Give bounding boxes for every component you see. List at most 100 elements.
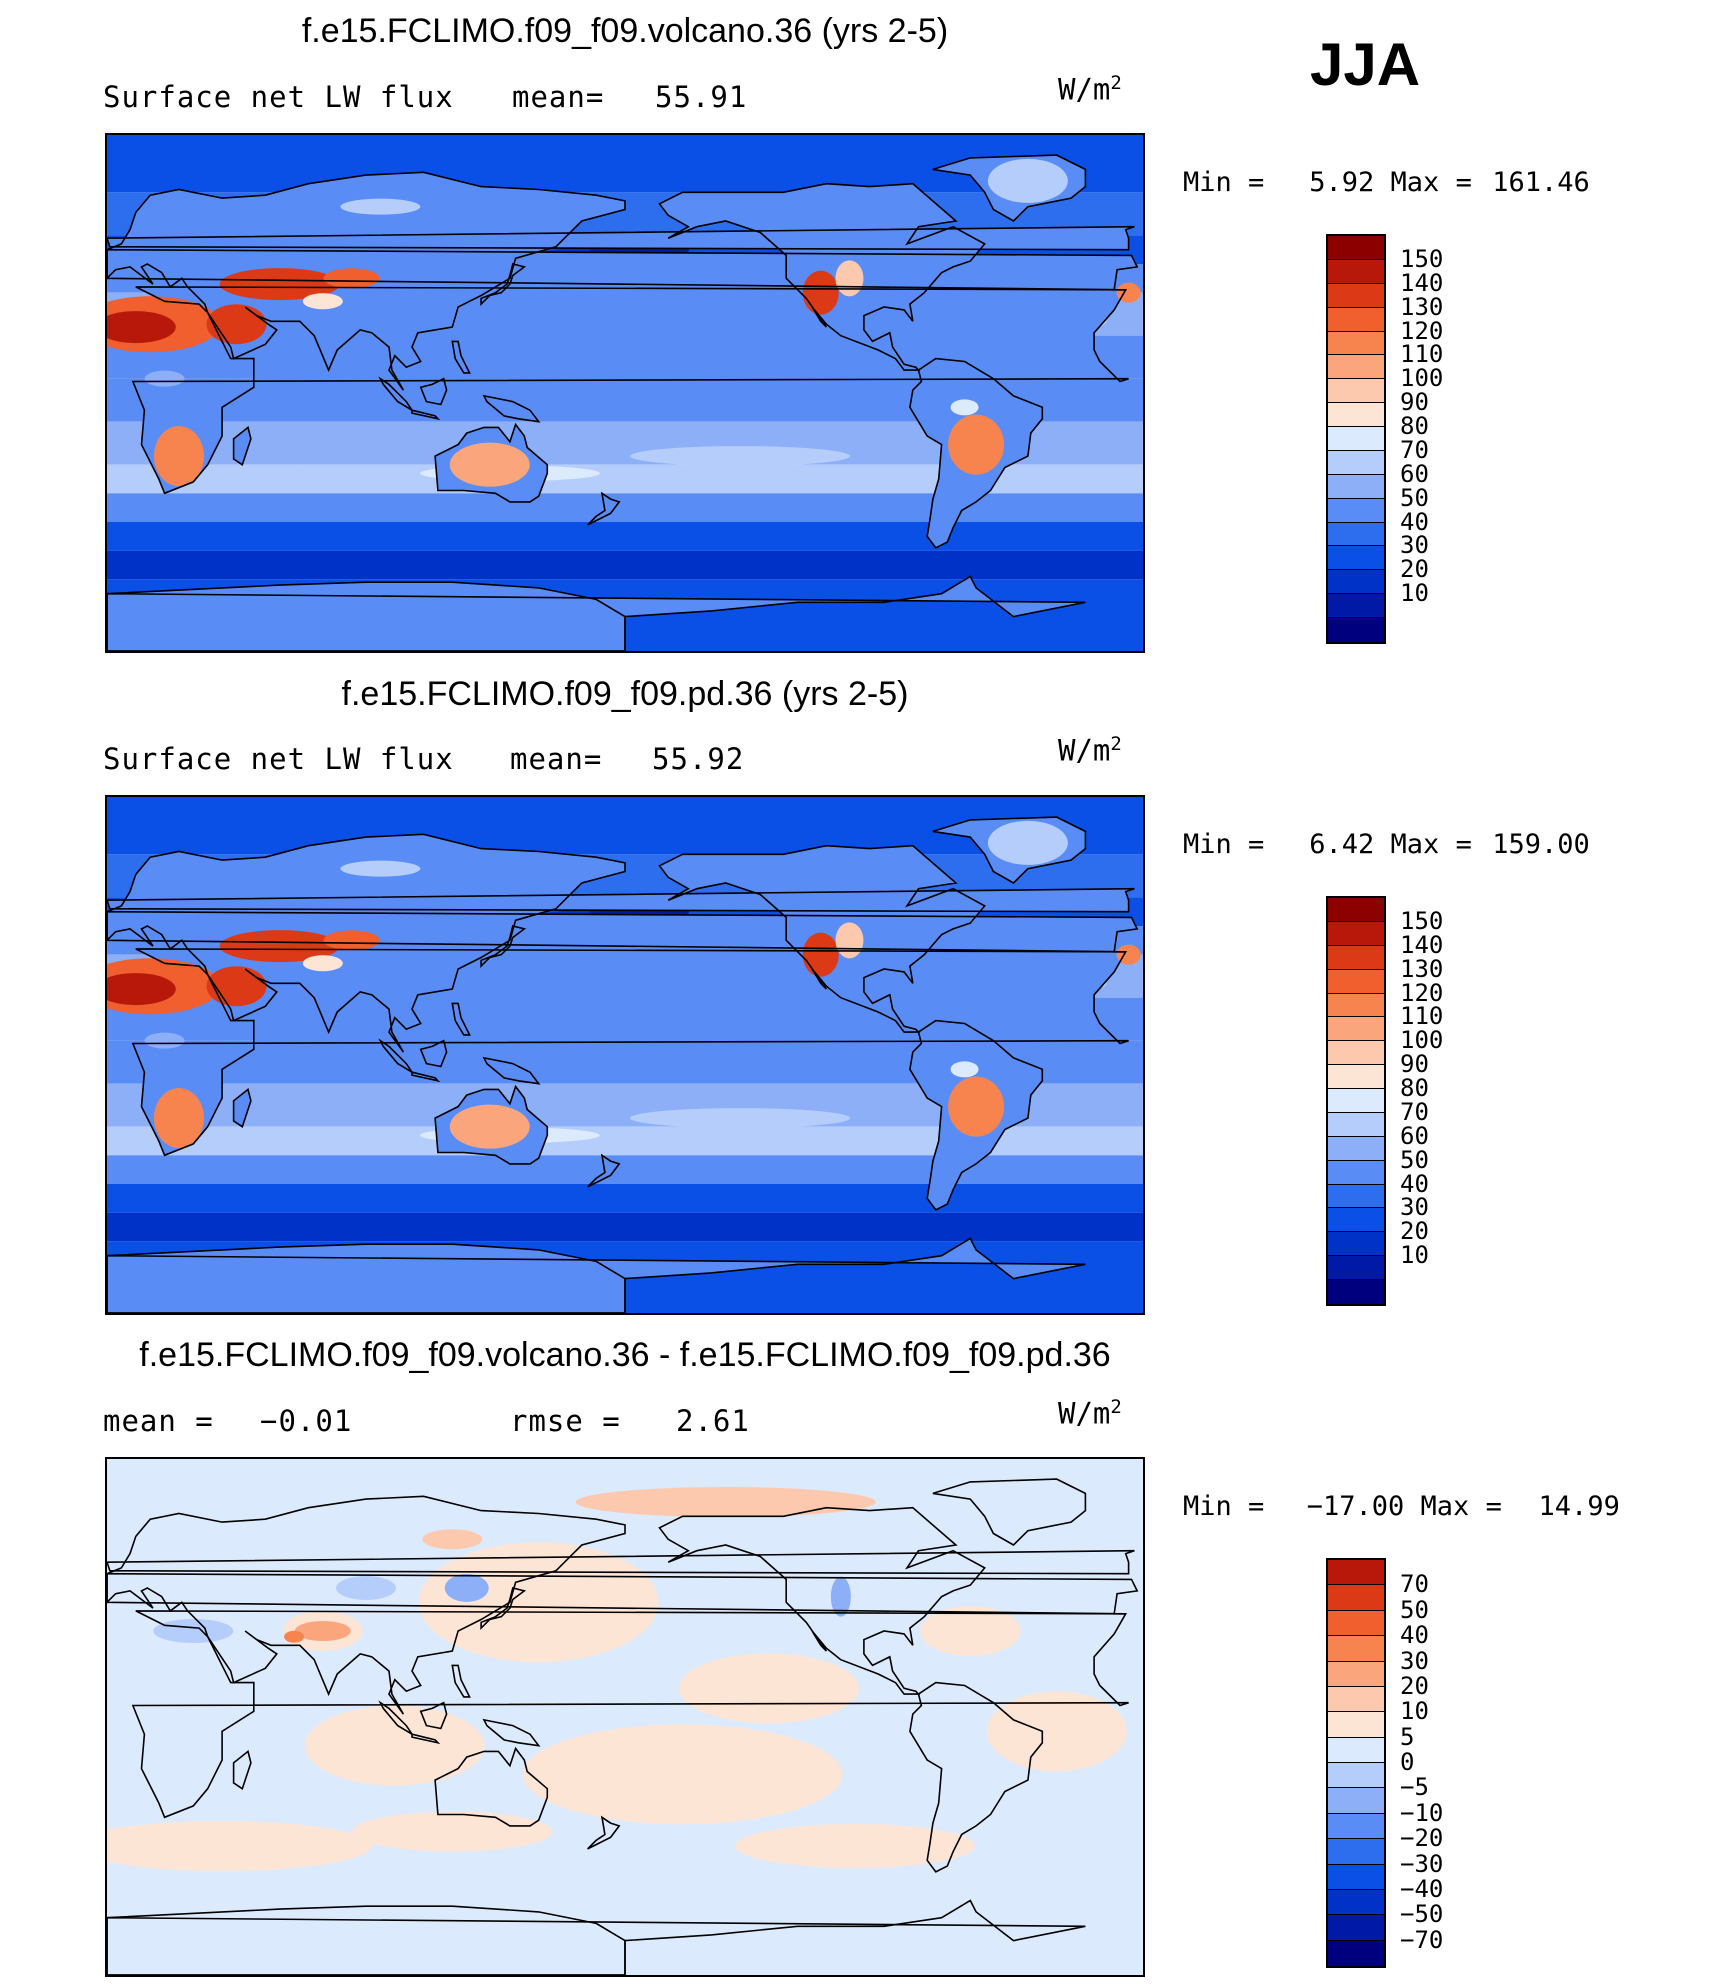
panel2-map (105, 795, 1145, 1315)
colorbar-swatch (1328, 1915, 1384, 1941)
colorbar-tick-label: 140 (1400, 930, 1444, 959)
colorbar-swatch (1328, 898, 1384, 922)
field-positive-patch (986, 1691, 1127, 1772)
colorbar-tick-label: 80 (1400, 412, 1429, 441)
field-patch (252, 471, 393, 487)
land-fill (484, 395, 539, 422)
colorbar-tick-label: −50 (1400, 1900, 1444, 1929)
colorbar-swatch (1328, 1788, 1384, 1814)
panel1-title: f.e15.FCLIMO.f09_f09.volcano.36 (yrs 2-5… (301, 12, 949, 50)
colorbar-swatch (1328, 236, 1384, 260)
panel3-title: f.e15.FCLIMO.f09_f09.volcano.36 - f.e15.… (139, 1336, 1111, 1374)
colorbar-tick-label: −30 (1400, 1849, 1444, 1878)
colorbar-tick-label: −5 (1400, 1773, 1429, 1802)
coastline (434, 1746, 549, 1827)
great-plains-warm (835, 922, 864, 959)
colorbar-tick-label: 20 (1400, 1217, 1429, 1246)
field-band (107, 1184, 1143, 1213)
amazon-patch (950, 399, 979, 416)
coastline (131, 286, 1129, 495)
coastline (107, 887, 1135, 913)
land-fill (107, 576, 1086, 651)
field-positive-patch (422, 1529, 483, 1550)
colorbar-tick-label: 70 (1400, 435, 1429, 464)
colorbar-swatch (1328, 1089, 1384, 1113)
colorbar-tick-label: 130 (1400, 954, 1444, 983)
coastline (107, 1905, 626, 1975)
panel3-mean-value: −0.01 (260, 1404, 353, 1438)
panel2-mean-label: mean= (510, 742, 603, 776)
colorbar-tick-label: 50 (1400, 1145, 1429, 1174)
land-fill (107, 1238, 1086, 1313)
land-fill (380, 1040, 412, 1073)
coastline (434, 1084, 549, 1165)
coastline (107, 1237, 1086, 1313)
panel2-mean-value: 55.92 (652, 742, 745, 776)
colorbar-tick-label: 50 (1400, 483, 1429, 512)
colorbar-swatch (1328, 355, 1384, 380)
panel3-map (105, 1457, 1145, 1977)
land-fill (484, 1057, 539, 1084)
field-positive-patch (678, 1653, 859, 1724)
colorbar-swatch (1328, 331, 1384, 356)
colorbar-swatch (1328, 945, 1384, 970)
greenland-patch (987, 158, 1068, 203)
colorbar-tick-label: 140 (1400, 268, 1444, 297)
coastline (419, 1039, 448, 1068)
panel1-mean-label: mean= (512, 80, 605, 114)
central-asia-hot (219, 930, 340, 963)
panel2-minmax: Min = 6.42 Max = 159.00 (1183, 829, 1590, 860)
colorbar-swatch (1328, 1017, 1384, 1042)
colorbar-tick-label: 100 (1400, 1026, 1444, 1055)
colorbar-swatch (1328, 474, 1384, 499)
colorbar-swatch (1328, 1864, 1384, 1890)
colorbar-tick-label: 30 (1400, 1646, 1429, 1675)
australia-warm (449, 442, 530, 487)
panel3-colorbar (1326, 1558, 1386, 1968)
land-fill (380, 378, 412, 411)
field-patch (630, 1108, 851, 1129)
coastline (932, 154, 1087, 222)
panel3-minmax: Min = −17.00 Max = 14.99 (1183, 1491, 1620, 1522)
field-band (107, 493, 1143, 522)
colorbar-swatch (1328, 259, 1384, 284)
southwest-us-hot (802, 932, 839, 977)
colorbar-swatch (1328, 570, 1384, 595)
siberia-patch (340, 198, 421, 215)
coastline (658, 844, 986, 1033)
field-positive-patch (575, 1487, 876, 1517)
coastline (932, 1478, 1087, 1546)
colorbar-tick-label: 150 (1400, 906, 1444, 935)
field-negative-patch (153, 1619, 234, 1643)
field-positive-patch (352, 1811, 553, 1852)
coastline (658, 1506, 986, 1695)
field-positive-patch (735, 1824, 976, 1868)
field-band (107, 550, 1143, 580)
panel3-rmse-value: 2.61 (676, 1404, 750, 1438)
taklamakan-hot (323, 930, 380, 951)
field-positive-patch (294, 1621, 351, 1641)
land-fill (420, 378, 447, 405)
coastline (131, 1610, 1129, 1819)
colorbar-swatch (1328, 993, 1384, 1018)
colorbar-swatch (1328, 1889, 1384, 1916)
field-band (107, 1155, 1143, 1184)
colorbar-tick-label: 80 (1400, 1074, 1429, 1103)
colorbar-tick-label: −20 (1400, 1824, 1444, 1853)
coastline (451, 1664, 471, 1698)
field-positive-patch (920, 1606, 1021, 1656)
coastline (107, 1572, 1139, 1615)
colorbar-swatch (1328, 1112, 1384, 1137)
land-fill (107, 226, 1135, 250)
colorbar-swatch (1328, 379, 1384, 404)
colorbar-tick-label: 20 (1400, 1671, 1429, 1700)
colorbar-swatch (1328, 1065, 1384, 1089)
colorbar-swatch (1328, 618, 1384, 642)
coastline (434, 422, 549, 503)
field-positive-patch (304, 1705, 485, 1786)
colorbar-tick-label: 40 (1400, 507, 1429, 536)
coastline (107, 575, 1086, 651)
colorbar-tick-label: 70 (1400, 1570, 1429, 1599)
colorbar-tick-label: −70 (1400, 1925, 1444, 1954)
coastline (482, 394, 541, 423)
